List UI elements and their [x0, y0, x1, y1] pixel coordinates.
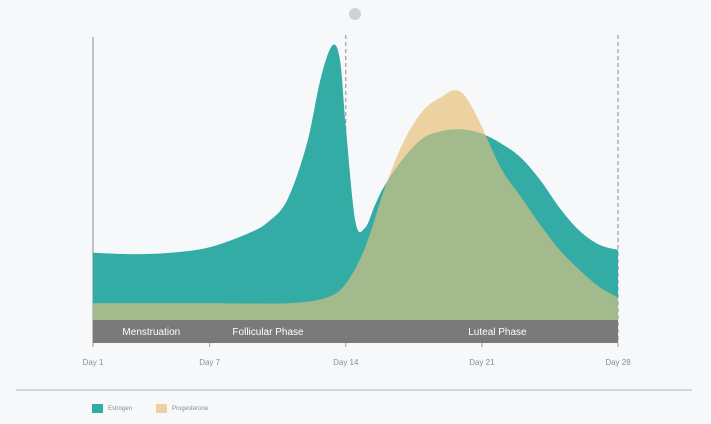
- legend-item-progesterone: Progesterone: [156, 404, 208, 413]
- phase-label-luteal-phase: Luteal Phase: [468, 327, 527, 338]
- phase-label-menstruation: Menstruation: [122, 327, 180, 338]
- legend-item-estrogen: Estrogen: [92, 404, 132, 413]
- phase-band: [93, 320, 618, 343]
- x-tick-label: Day 21: [469, 358, 495, 367]
- x-tick-label: Day 7: [199, 358, 220, 367]
- x-tick-label: Day 14: [333, 358, 359, 367]
- legend: Estrogen Progesterone: [92, 404, 208, 413]
- top-handle-dot[interactable]: [349, 8, 361, 20]
- legend-label-estrogen: Estrogen: [108, 405, 133, 412]
- x-tick-label: Day 1: [83, 358, 104, 367]
- phase-label-follicular-phase: Follicular Phase: [232, 327, 304, 338]
- legend-swatch-estrogen: [92, 404, 103, 413]
- legend-swatch-progesterone: [156, 404, 168, 413]
- overlap-area: [93, 90, 618, 321]
- legend-label-progesterone: Progesterone: [172, 405, 209, 412]
- x-tick-label: Day 28: [605, 358, 631, 367]
